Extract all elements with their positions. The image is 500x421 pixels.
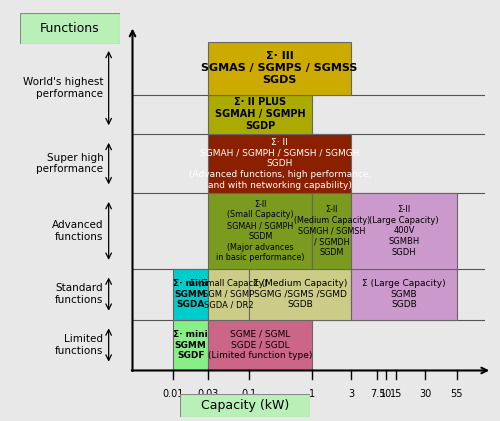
Text: 0.01: 0.01 — [162, 389, 184, 399]
Text: Σ· mini
SGMM
SGDA: Σ· mini SGMM SGDA — [174, 279, 208, 309]
Text: Σ (Small Capacity)
SGM / SGMP
SGDA / DR2: Σ (Small Capacity) SGM / SGMP SGDA / DR2 — [190, 279, 267, 309]
Text: 1: 1 — [309, 389, 316, 399]
Bar — [312, 193, 351, 269]
Bar — [249, 269, 351, 320]
Text: Σ-II
(Medium Capacity)
SGMGH / SGMSH
/ SGMDH
SGDM: Σ-II (Medium Capacity) SGMGH / SGMSH / S… — [294, 205, 370, 257]
Text: Functions: Functions — [40, 22, 100, 35]
Bar — [208, 193, 312, 269]
Text: World's highest
performance: World's highest performance — [23, 77, 103, 99]
Text: Σ (Medium Capacity)
SGMG /SGMS /SGMD
SGDB: Σ (Medium Capacity) SGMG /SGMS /SGMD SGD… — [253, 279, 347, 309]
Bar — [351, 193, 457, 269]
Text: 10: 10 — [380, 389, 392, 399]
Bar — [208, 269, 249, 320]
Text: 0.03: 0.03 — [198, 389, 219, 399]
Text: Σ· II
SGMAH / SGMPH / SGMSH / SGMGH
SGDH
(Advanced functions, high performance,
: Σ· II SGMAH / SGMPH / SGMSH / SGMGH SGDH… — [188, 138, 371, 189]
Text: Standard
functions: Standard functions — [55, 283, 104, 305]
Text: Σ· II PLUS
SGMAH / SGMPH
SGDP: Σ· II PLUS SGMAH / SGMPH SGDP — [215, 97, 306, 131]
Text: Σ· III
SGMAS / SGMPS / SGMSS
SGDS: Σ· III SGMAS / SGMPS / SGMSS SGDS — [202, 51, 358, 85]
Text: Capacity (kW): Capacity (kW) — [201, 399, 289, 412]
Bar — [351, 269, 457, 320]
Text: Limited
functions: Limited functions — [55, 334, 104, 356]
Bar — [208, 134, 351, 193]
Bar — [208, 42, 351, 95]
Text: Σ· mini
SGMM
SGDF: Σ· mini SGMM SGDF — [174, 330, 208, 360]
Text: Σ-II
(Large Capacity)
400V
SGMBH
SGDH: Σ-II (Large Capacity) 400V SGMBH SGDH — [369, 205, 438, 257]
Text: 0.1: 0.1 — [241, 389, 256, 399]
Text: 15: 15 — [390, 389, 402, 399]
Text: 3: 3 — [348, 389, 354, 399]
Text: Σ (Large Capacity)
SGMB
SGDB: Σ (Large Capacity) SGMB SGDB — [362, 279, 446, 309]
Text: 55: 55 — [450, 389, 463, 399]
Text: 7.5: 7.5 — [370, 389, 385, 399]
Bar — [208, 320, 312, 370]
Text: 30: 30 — [419, 389, 431, 399]
Text: Advanced
functions: Advanced functions — [52, 220, 104, 242]
Text: SGME / SGML
SGDE / SGDL
(Limited function type): SGME / SGML SGDE / SGDL (Limited functio… — [208, 330, 312, 360]
Bar — [173, 320, 208, 370]
Bar — [208, 95, 312, 134]
Text: Super high
performance: Super high performance — [36, 153, 104, 174]
Text: Σ-II
(Small Capacity)
SGMAH / SGMPH
SGDM
(Major advances
in basic performance): Σ-II (Small Capacity) SGMAH / SGMPH SGDM… — [216, 200, 304, 262]
Bar — [173, 269, 208, 320]
